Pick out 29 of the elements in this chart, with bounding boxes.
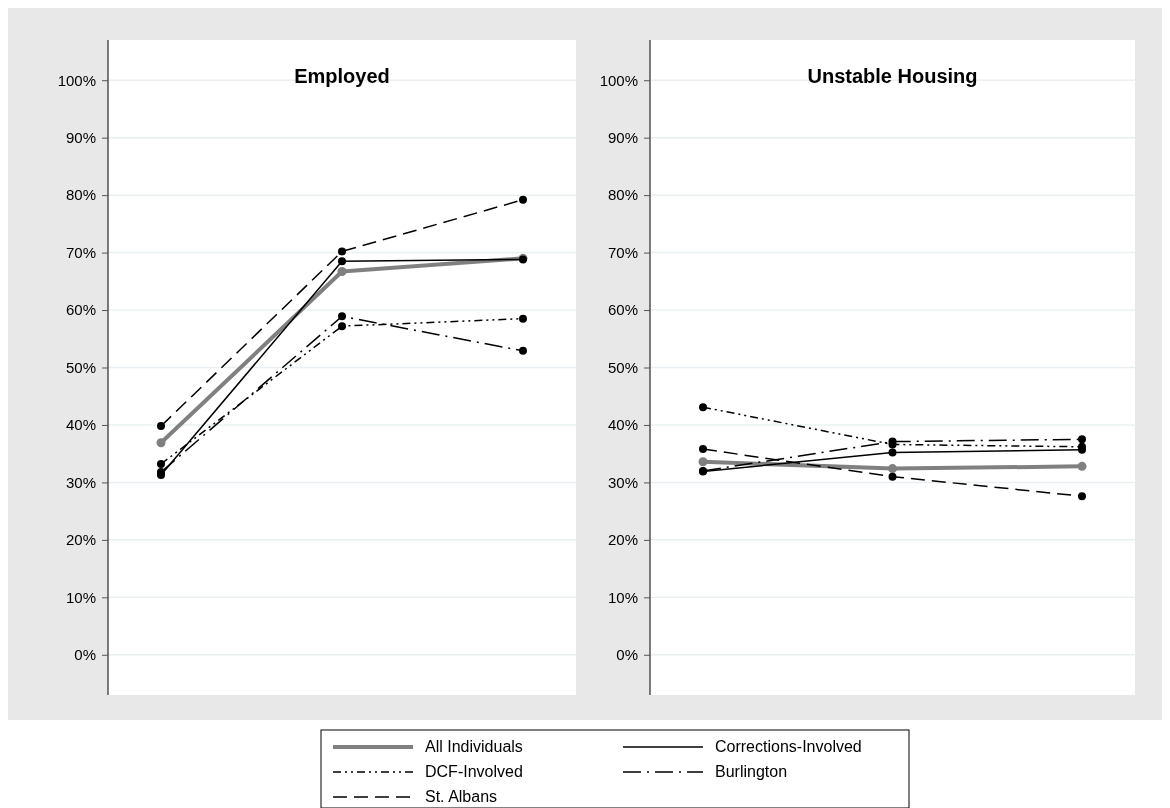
legend-label: DCF-Involved — [425, 763, 523, 780]
y-tick-label: 50% — [607, 358, 638, 376]
y-tick-label: 40% — [65, 416, 96, 434]
y-tick-label: 90% — [65, 128, 96, 146]
y-tick-label: 50% — [65, 358, 96, 376]
text: Unstable Housing — [807, 65, 978, 87]
legend-label: All Individuals — [425, 738, 523, 755]
y-tick-label: 80% — [607, 186, 638, 204]
y-tick-label: 100% — [57, 71, 96, 89]
y-tick-label: 20% — [65, 531, 96, 549]
text: Employed — [294, 65, 390, 87]
y-tick-label: 0% — [74, 646, 96, 664]
legend-label: St. Albans — [425, 788, 498, 805]
y-tick-label: 70% — [607, 243, 638, 261]
y-tick-label: 90% — [607, 128, 638, 146]
y-tick-label: 10% — [65, 588, 96, 606]
y-tick-label: 20% — [607, 531, 638, 549]
y-tick-label: 100% — [599, 71, 638, 89]
y-tick-label: 30% — [607, 473, 638, 491]
y-tick-label: 10% — [607, 588, 638, 606]
y-tick-label: 30% — [65, 473, 96, 491]
y-tick-label: 80% — [65, 186, 96, 204]
y-tick-label: 60% — [607, 301, 638, 319]
legend-label: Burlington — [715, 763, 788, 780]
y-tick-label: 60% — [65, 301, 96, 319]
y-tick-label: 0% — [616, 646, 638, 664]
y-tick-label: 40% — [607, 416, 638, 434]
legend-label: Corrections-Involved — [715, 738, 862, 755]
y-tick-label: 70% — [65, 243, 96, 261]
